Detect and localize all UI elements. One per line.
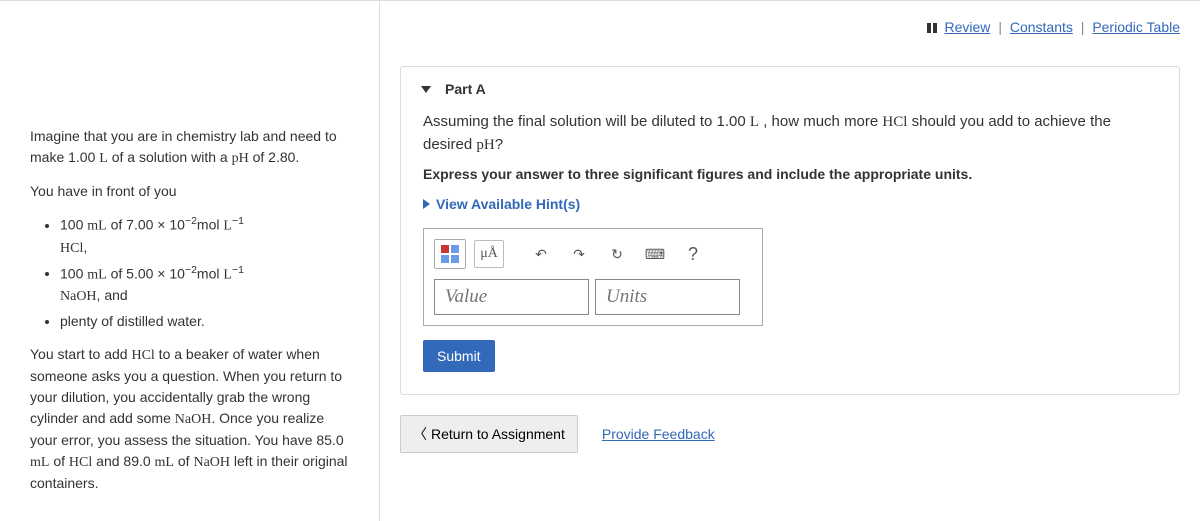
answer-toolbar: μÅ ↶ ↷ ↻ ⌨ ? bbox=[434, 239, 752, 269]
help-button[interactable]: ? bbox=[678, 240, 708, 268]
submit-button[interactable]: Submit bbox=[423, 340, 495, 372]
part-a-box: Part A Assuming the final solution will … bbox=[400, 66, 1180, 395]
part-title: Part A bbox=[445, 81, 486, 97]
bottom-bar: 〈 Return to Assignment Provide Feedback bbox=[400, 415, 1180, 453]
reset-button[interactable]: ↻ bbox=[602, 240, 632, 268]
feedback-link[interactable]: Provide Feedback bbox=[602, 426, 715, 442]
instruction-text: Express your answer to three significant… bbox=[423, 166, 1157, 182]
periodic-table-link[interactable]: Periodic Table bbox=[1092, 19, 1180, 35]
problem-panel: Imagine that you are in chemistry lab an… bbox=[0, 1, 380, 521]
constants-link[interactable]: Constants bbox=[1010, 19, 1073, 35]
review-link[interactable]: Review bbox=[945, 19, 991, 35]
bullet-hcl: 100 mL of 7.00 × 10−2mol L−1 HCl, bbox=[60, 214, 349, 259]
bullet-naoh: 100 mL of 5.00 × 10−2mol L−1 NaOH, and bbox=[60, 263, 349, 308]
units-input[interactable] bbox=[595, 279, 740, 315]
bullet-water: plenty of distilled water. bbox=[60, 311, 349, 332]
top-links: Review | Constants | Periodic Table bbox=[400, 19, 1180, 36]
hints-toggle[interactable]: View Available Hint(s) bbox=[423, 196, 1157, 212]
undo-button[interactable]: ↶ bbox=[526, 240, 556, 268]
question-text: Assuming the final solution will be dilu… bbox=[423, 111, 1157, 156]
redo-button[interactable]: ↷ bbox=[564, 240, 594, 268]
problem-text: Imagine that you are in chemistry lab an… bbox=[30, 126, 349, 494]
answer-box: μÅ ↶ ↷ ↻ ⌨ ? bbox=[423, 228, 763, 326]
templates-icon bbox=[441, 245, 459, 263]
keyboard-button[interactable]: ⌨ bbox=[640, 240, 670, 268]
chevron-left-icon: 〈 bbox=[413, 424, 427, 444]
caret-right-icon bbox=[423, 199, 430, 209]
templates-button[interactable] bbox=[434, 239, 466, 269]
value-input[interactable] bbox=[434, 279, 589, 315]
pause-icon bbox=[927, 20, 939, 36]
units-button[interactable]: μÅ bbox=[474, 240, 504, 268]
answer-panel: Review | Constants | Periodic Table Part… bbox=[380, 1, 1200, 521]
return-button[interactable]: 〈 Return to Assignment bbox=[400, 415, 578, 453]
part-header[interactable]: Part A bbox=[401, 67, 1179, 111]
caret-down-icon bbox=[421, 86, 431, 93]
